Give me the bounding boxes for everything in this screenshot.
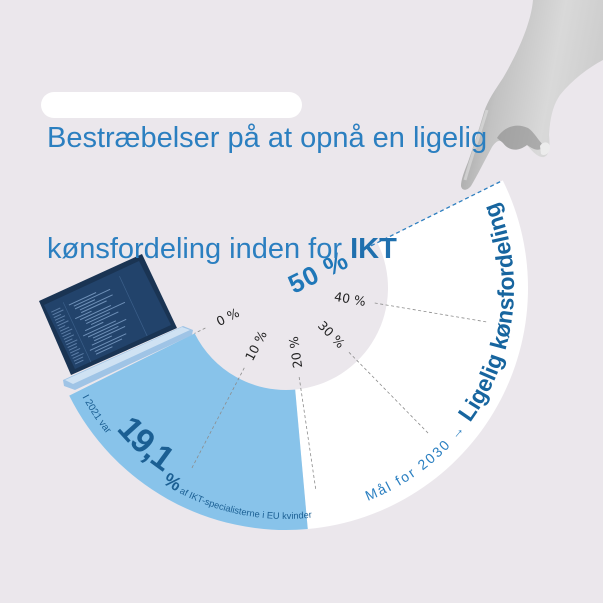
- tick-line: [298, 376, 317, 491]
- laptop-screen: [44, 261, 171, 369]
- title-highlight-text: kønsfordeling inden: [47, 233, 301, 265]
- tick-lines: [190, 179, 504, 491]
- title-line-1: Bestræbelser på at opnå en ligelig: [47, 122, 488, 154]
- code-sidebar-lines: [51, 307, 84, 365]
- page-title: Bestræbelser på at opnå en ligelig kønsf…: [47, 46, 487, 342]
- laptop-icon: [39, 254, 193, 390]
- hand-folded-fingers-shadow: [497, 125, 544, 150]
- hand-silhouette: [461, 0, 603, 190]
- hand-thumbnail: [540, 142, 550, 156]
- tick-line: [348, 352, 430, 435]
- title-connector: for: [300, 233, 351, 265]
- goal-tick-line: [364, 179, 504, 250]
- tick-line: [190, 367, 245, 470]
- tick-label-20: 20 %: [286, 335, 305, 369]
- goal-sector: [295, 180, 528, 530]
- tick-line: [374, 302, 489, 323]
- tick-line: [194, 327, 206, 334]
- code-divider: [62, 276, 148, 363]
- title-highlight-pill: [41, 92, 302, 118]
- title-line-2: kønsfordeling inden for IKT: [47, 231, 487, 268]
- pointing-hand-icon: [461, 0, 603, 190]
- title-emphasis: IKT: [350, 233, 397, 265]
- tick-label-40: 40 %: [333, 289, 367, 309]
- laptop-screen-code: [51, 276, 148, 365]
- current-value-sector: [69, 333, 308, 530]
- code-editor-lines: [68, 288, 127, 355]
- hand-finger-highlight: [463, 109, 489, 181]
- laptop-deck: [65, 327, 190, 384]
